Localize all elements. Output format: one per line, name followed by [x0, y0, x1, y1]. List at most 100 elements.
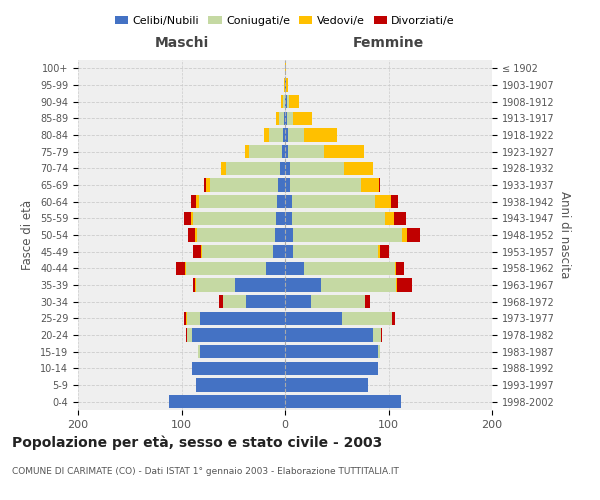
Bar — [293, 245, 378, 258]
Bar — [293, 112, 312, 125]
Bar — [285, 162, 290, 175]
Bar — [407, 228, 419, 241]
Bar — [266, 262, 285, 275]
Bar — [223, 295, 245, 308]
Bar — [285, 395, 401, 408]
Bar — [402, 228, 407, 241]
Bar — [191, 195, 196, 208]
Bar — [201, 245, 202, 258]
Bar — [275, 228, 285, 241]
Bar — [285, 295, 311, 308]
Bar — [195, 278, 196, 291]
Bar — [285, 128, 288, 141]
Bar — [285, 362, 378, 375]
Bar — [282, 145, 285, 158]
Bar — [196, 278, 235, 291]
Y-axis label: Fasce di età: Fasce di età — [22, 200, 34, 270]
Bar — [381, 328, 382, 342]
Bar — [342, 312, 392, 325]
Bar — [285, 95, 287, 108]
Bar — [193, 245, 201, 258]
Bar — [195, 228, 197, 241]
Bar — [193, 278, 195, 291]
Bar — [211, 178, 278, 192]
Bar — [375, 195, 391, 208]
Bar — [289, 95, 299, 108]
Bar — [275, 212, 285, 225]
Bar — [285, 62, 286, 75]
Bar — [285, 112, 287, 125]
Bar — [380, 245, 389, 258]
Bar — [196, 378, 285, 392]
Bar — [285, 212, 292, 225]
Bar — [292, 195, 375, 208]
Bar — [188, 228, 195, 241]
Bar — [385, 212, 394, 225]
Bar — [288, 145, 325, 158]
Bar — [249, 145, 282, 158]
Bar — [292, 212, 385, 225]
Bar — [394, 212, 406, 225]
Bar — [285, 195, 292, 208]
Bar — [290, 178, 361, 192]
Bar — [285, 228, 293, 241]
Bar — [293, 228, 402, 241]
Bar — [287, 112, 293, 125]
Bar — [226, 162, 280, 175]
Bar — [285, 312, 342, 325]
Bar — [283, 95, 285, 108]
Bar — [269, 128, 283, 141]
Bar — [311, 295, 365, 308]
Bar — [304, 128, 337, 141]
Bar — [285, 178, 290, 192]
Bar — [235, 278, 285, 291]
Bar — [285, 245, 293, 258]
Bar — [285, 328, 373, 342]
Bar — [379, 178, 380, 192]
Bar — [275, 112, 279, 125]
Text: Maschi: Maschi — [154, 36, 209, 50]
Bar — [192, 328, 285, 342]
Bar — [200, 345, 285, 358]
Bar — [285, 262, 304, 275]
Bar — [321, 278, 396, 291]
Bar — [365, 295, 370, 308]
Bar — [184, 212, 191, 225]
Bar — [272, 245, 285, 258]
Bar — [392, 312, 395, 325]
Bar — [202, 245, 272, 258]
Bar — [279, 112, 284, 125]
Bar — [187, 328, 192, 342]
Bar — [245, 145, 249, 158]
Bar — [285, 78, 286, 92]
Bar — [281, 95, 283, 108]
Bar — [373, 328, 381, 342]
Bar — [378, 345, 380, 358]
Bar — [185, 262, 266, 275]
Bar — [285, 278, 321, 291]
Bar — [285, 145, 288, 158]
Bar — [395, 262, 396, 275]
Bar — [199, 195, 277, 208]
Text: Popolazione per età, sesso e stato civile - 2003: Popolazione per età, sesso e stato civil… — [12, 435, 382, 450]
Bar — [304, 262, 395, 275]
Bar — [198, 345, 200, 358]
Text: Femmine: Femmine — [353, 36, 424, 50]
Bar — [169, 395, 285, 408]
Bar — [325, 145, 364, 158]
Bar — [206, 178, 211, 192]
Bar — [284, 112, 285, 125]
Bar — [378, 245, 380, 258]
Bar — [396, 278, 397, 291]
Legend: Celibi/Nubili, Coniugati/e, Vedovi/e, Divorziati/e: Celibi/Nubili, Coniugati/e, Vedovi/e, Di… — [110, 12, 460, 30]
Bar — [280, 162, 285, 175]
Bar — [185, 312, 187, 325]
Bar — [185, 328, 187, 342]
Bar — [284, 78, 285, 92]
Bar — [287, 95, 289, 108]
Bar — [290, 162, 344, 175]
Bar — [193, 212, 275, 225]
Bar — [191, 212, 193, 225]
Bar — [184, 312, 185, 325]
Text: COMUNE DI CARIMATE (CO) - Dati ISTAT 1° gennaio 2003 - Elaborazione TUTTITALIA.I: COMUNE DI CARIMATE (CO) - Dati ISTAT 1° … — [12, 468, 399, 476]
